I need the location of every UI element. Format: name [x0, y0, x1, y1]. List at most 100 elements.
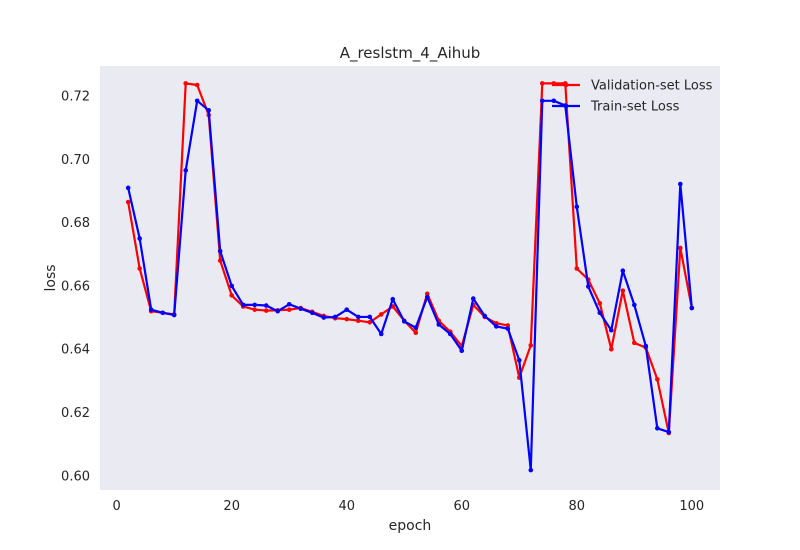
data-point — [194, 82, 200, 88]
data-point — [252, 307, 258, 312]
x-axis-label: epoch — [389, 518, 432, 534]
data-point — [160, 310, 165, 316]
data-point — [355, 318, 361, 324]
x-tick-label: 20 — [223, 499, 240, 514]
legend-label: Validation-set Loss — [591, 79, 713, 94]
legend-label: Train-set Loss — [590, 100, 680, 115]
data-point — [390, 296, 396, 302]
data-point — [378, 312, 384, 317]
data-point — [620, 268, 626, 274]
data-point — [286, 307, 292, 312]
data-point — [217, 258, 223, 263]
data-point — [539, 81, 545, 86]
data-point — [447, 331, 453, 337]
data-point — [229, 283, 235, 289]
data-point — [194, 98, 200, 104]
x-tick-label: 60 — [453, 499, 470, 514]
legend-marker — [563, 82, 569, 88]
chart-title: A_reslstm_4_Aihub — [340, 44, 481, 63]
data-point — [436, 322, 442, 327]
data-point — [505, 323, 511, 328]
data-point — [275, 308, 281, 314]
x-tick-label: 0 — [113, 499, 121, 514]
y-tick-label: 0.66 — [61, 279, 90, 294]
data-point — [344, 316, 350, 322]
data-point — [666, 429, 672, 435]
y-axis-label: loss — [43, 264, 59, 291]
y-tick-label: 0.72 — [61, 90, 90, 105]
data-point — [229, 293, 235, 298]
data-point — [505, 326, 511, 331]
data-point — [574, 266, 580, 271]
data-point — [321, 315, 327, 320]
data-point — [401, 319, 407, 324]
x-tick-label: 80 — [569, 499, 586, 514]
data-point — [620, 288, 626, 293]
y-tick-label: 0.62 — [61, 406, 90, 421]
y-tick-label: 0.68 — [61, 216, 90, 231]
data-point — [424, 294, 430, 300]
y-tick-label: 0.70 — [61, 153, 90, 168]
data-point — [367, 314, 373, 320]
data-point — [689, 305, 695, 311]
data-point — [148, 307, 154, 312]
data-point — [286, 301, 292, 307]
data-point — [424, 291, 430, 297]
data-point — [493, 324, 499, 329]
data-point — [643, 343, 649, 349]
data-point — [332, 314, 338, 320]
data-point — [609, 346, 614, 352]
data-point — [470, 296, 476, 301]
data-point — [585, 284, 591, 289]
data-point — [183, 81, 188, 86]
data-point — [655, 426, 660, 431]
data-point — [125, 199, 131, 205]
data-point — [539, 98, 545, 104]
data-point — [632, 340, 637, 346]
x-axis-ticks: 0 20 40 60 80 100 — [113, 499, 705, 514]
y-axis-ticks: 0.60 0.62 0.64 0.66 0.68 0.70 0.72 — [61, 90, 90, 485]
series-train — [125, 98, 695, 473]
data-point — [298, 306, 304, 311]
data-point — [597, 301, 603, 306]
y-tick-label: 0.60 — [61, 469, 90, 484]
data-point — [263, 303, 269, 308]
data-point — [609, 327, 614, 333]
series-validation — [125, 81, 695, 436]
legend: Validation-set Loss Train-set Loss — [552, 79, 713, 115]
data-point — [240, 302, 246, 308]
data-point — [206, 108, 211, 113]
data-point — [597, 310, 603, 316]
data-point — [125, 185, 131, 191]
data-point — [252, 302, 258, 308]
data-point — [171, 312, 177, 318]
data-point — [678, 245, 683, 251]
legend-marker — [563, 103, 569, 109]
data-point — [378, 331, 384, 337]
data-point — [217, 248, 223, 254]
data-point — [263, 308, 269, 313]
series-layer — [125, 81, 695, 473]
data-point — [183, 168, 188, 173]
y-tick-label: 0.64 — [61, 343, 90, 358]
x-tick-label: 100 — [679, 499, 704, 514]
data-point — [528, 467, 534, 473]
data-point — [482, 313, 488, 319]
data-point — [655, 376, 660, 382]
data-point — [413, 325, 419, 330]
data-point — [574, 204, 580, 210]
data-point — [632, 302, 637, 308]
data-point — [137, 236, 142, 241]
data-point — [678, 181, 683, 187]
data-point — [355, 314, 361, 320]
data-point — [459, 348, 465, 354]
data-point — [516, 357, 522, 363]
x-tick-label: 40 — [338, 499, 355, 514]
data-point — [413, 330, 419, 336]
data-point — [367, 320, 373, 325]
series-line — [127, 99, 693, 472]
data-point — [137, 266, 142, 271]
series-line — [127, 82, 693, 435]
data-point — [551, 98, 557, 104]
